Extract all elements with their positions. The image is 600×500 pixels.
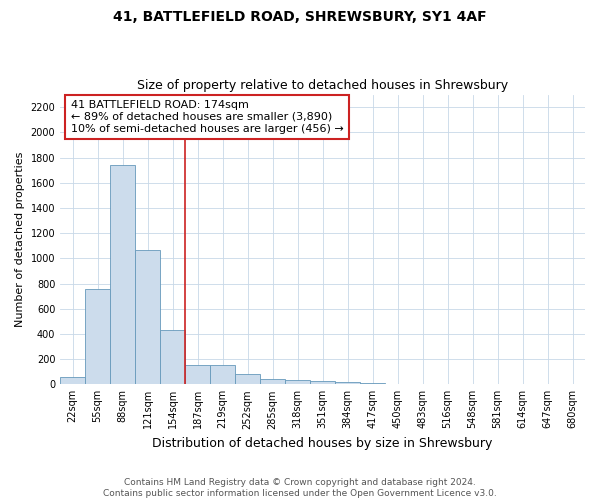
Bar: [160, 330, 185, 384]
X-axis label: Distribution of detached houses by size in Shrewsbury: Distribution of detached houses by size …: [152, 437, 493, 450]
Bar: [85, 288, 110, 384]
Y-axis label: Number of detached properties: Number of detached properties: [15, 152, 25, 327]
Bar: [185, 365, 210, 384]
Bar: [135, 250, 160, 384]
Bar: [235, 374, 260, 384]
Bar: [60, 376, 85, 384]
Bar: [310, 381, 335, 384]
Text: 41 BATTLEFIELD ROAD: 174sqm
← 89% of detached houses are smaller (3,890)
10% of : 41 BATTLEFIELD ROAD: 174sqm ← 89% of det…: [71, 100, 343, 134]
Bar: [335, 382, 360, 384]
Text: Contains HM Land Registry data © Crown copyright and database right 2024.
Contai: Contains HM Land Registry data © Crown c…: [103, 478, 497, 498]
Bar: [360, 383, 385, 384]
Title: Size of property relative to detached houses in Shrewsbury: Size of property relative to detached ho…: [137, 79, 508, 92]
Bar: [260, 378, 285, 384]
Bar: [285, 380, 310, 384]
Text: 41, BATTLEFIELD ROAD, SHREWSBURY, SY1 4AF: 41, BATTLEFIELD ROAD, SHREWSBURY, SY1 4A…: [113, 10, 487, 24]
Bar: [210, 365, 235, 384]
Bar: [110, 165, 135, 384]
